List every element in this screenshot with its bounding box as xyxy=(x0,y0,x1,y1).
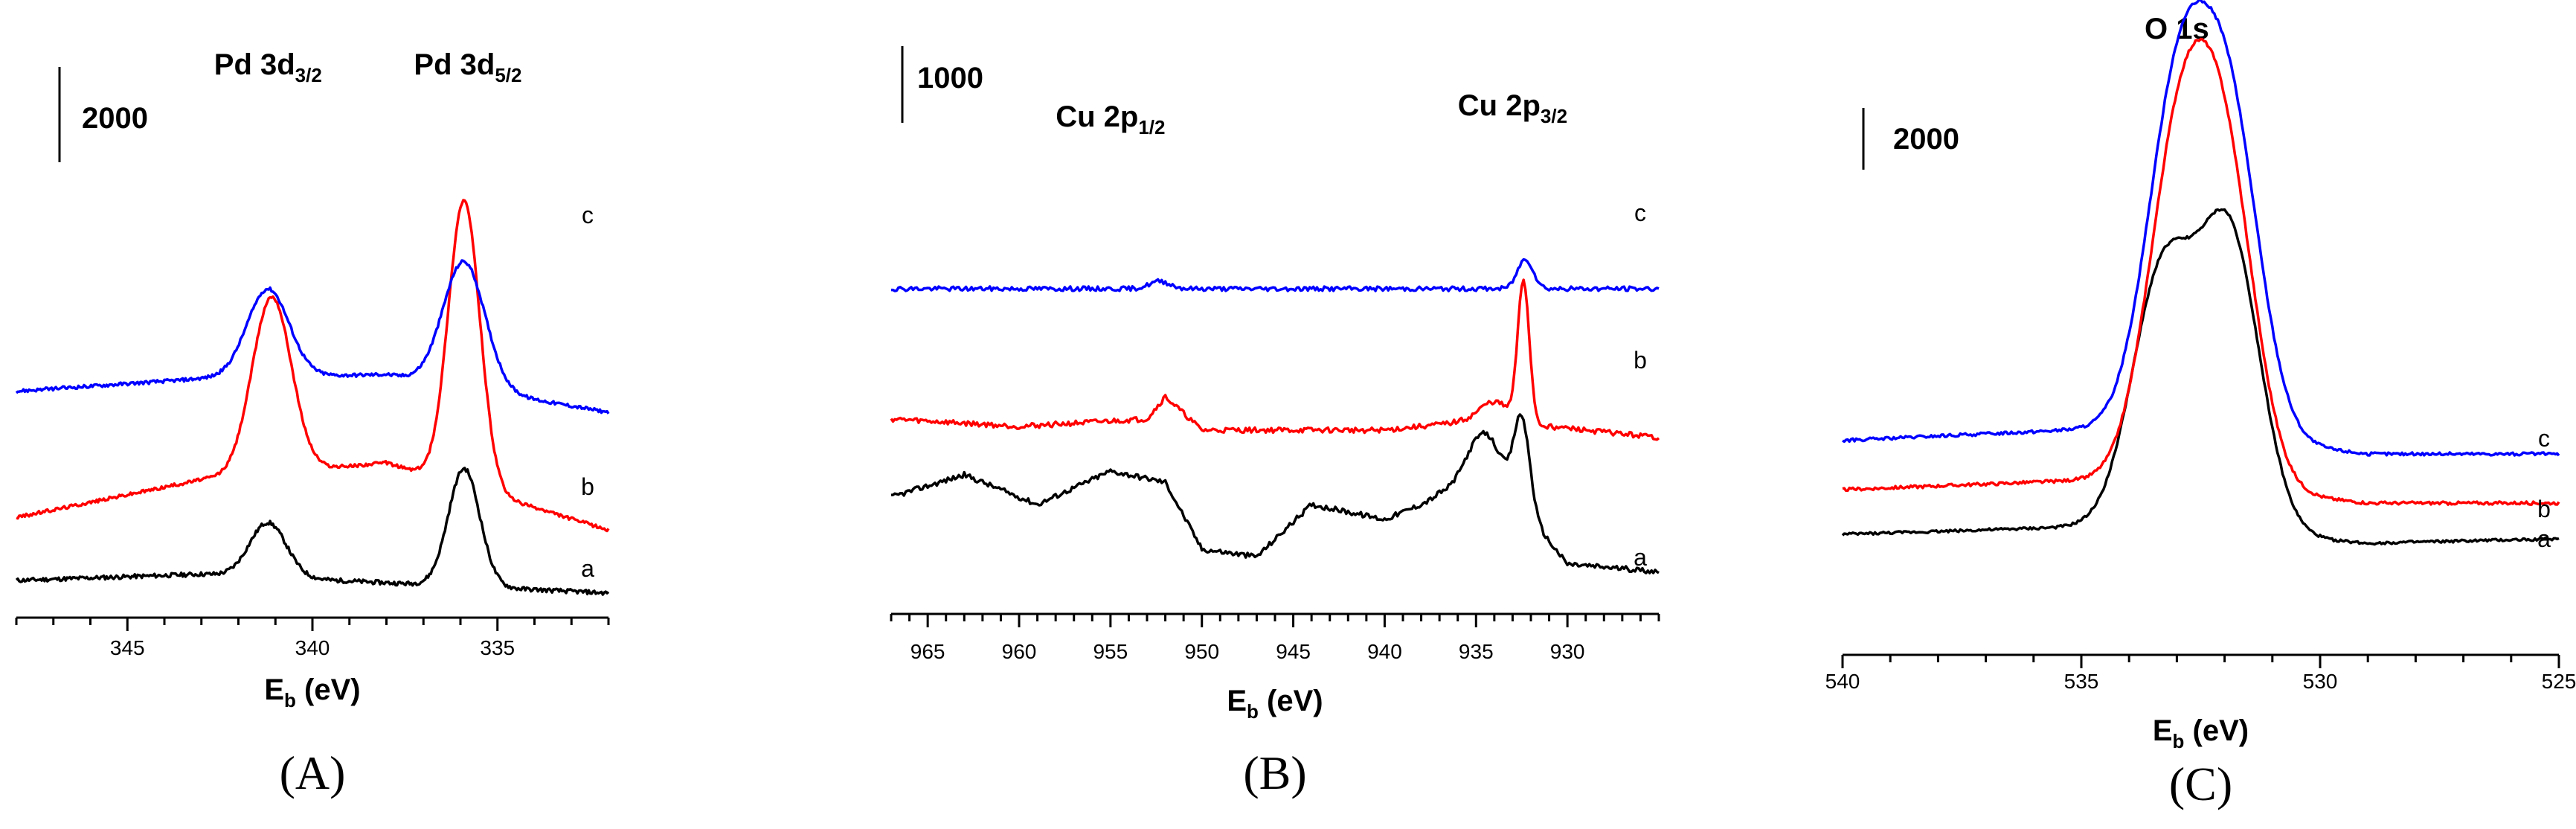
curve-label-b: b xyxy=(1634,347,1647,374)
x-axis-label: Eb (eV) xyxy=(2153,714,2249,752)
curve-label-a: a xyxy=(2537,525,2551,552)
x-tick-label: 340 xyxy=(295,636,330,659)
spectrum-a xyxy=(1841,208,2560,546)
x-axis-label: Eb (eV) xyxy=(264,673,360,711)
curve-label-a: a xyxy=(581,555,594,582)
peak-label: Cu 2p1/2 xyxy=(1056,100,1165,138)
x-tick-label: 935 xyxy=(1459,640,1494,663)
scale-bar-label: 1000 xyxy=(917,62,983,95)
chart-panel-2: 965 960 955 950 945 940 935 930 Eb (eV) 1000 Cu 2p… xyxy=(890,46,1660,799)
x-tick-label: 940 xyxy=(1367,640,1402,663)
x-tick-label: 335 xyxy=(480,636,515,659)
x-tick-label: 535 xyxy=(2064,670,2099,693)
x-tick-label: 530 xyxy=(2303,670,2338,693)
x-tick-label: 345 xyxy=(110,636,145,659)
spectrum-c xyxy=(1842,0,2560,457)
x-tick-label: 950 xyxy=(1184,640,1219,663)
x-tick-label: 525 xyxy=(2542,670,2576,693)
curve-label-b: b xyxy=(581,473,594,500)
x-tick-label: 540 xyxy=(1825,670,1860,693)
spectrum-c xyxy=(15,259,610,414)
x-tick-label: 965 xyxy=(910,640,945,663)
panel-label: (C) xyxy=(2169,758,2232,810)
panel-label: (B) xyxy=(1243,746,1306,799)
spectrum-b xyxy=(890,278,1660,441)
peak-label: Pd 3d5/2 xyxy=(414,48,521,86)
curve-label-b: b xyxy=(2537,496,2551,522)
chart-panel-1: 345 340 335 Eb (eV) 2000 Pd 3d3/2 Pd 3d5/2 a b c (… xyxy=(15,48,610,799)
curve-label-c: c xyxy=(1634,199,1646,226)
spectrum-a xyxy=(890,413,1660,574)
peak-label: Pd 3d3/2 xyxy=(214,48,322,86)
spectrum-c xyxy=(891,257,1660,292)
x-tick-label: 955 xyxy=(1093,640,1128,663)
curve-label-c: c xyxy=(2538,425,2550,452)
curve-label-a: a xyxy=(1634,544,1647,571)
curve-label-c: c xyxy=(582,202,594,228)
spectrum-b xyxy=(16,199,610,533)
spectrum-b xyxy=(1842,37,2560,506)
peak-label: Cu 2p3/2 xyxy=(1458,89,1567,127)
spectrum-a xyxy=(15,467,610,596)
x-tick-label: 960 xyxy=(1002,640,1037,663)
x-tick-label: 945 xyxy=(1276,640,1311,663)
scale-bar-label: 2000 xyxy=(82,102,148,135)
x-tick-label: 930 xyxy=(1550,640,1585,663)
scale-bar-label: 2000 xyxy=(1893,123,1959,156)
x-axis-label: Eb (eV) xyxy=(1227,685,1323,723)
panel-label: (A) xyxy=(280,746,346,799)
